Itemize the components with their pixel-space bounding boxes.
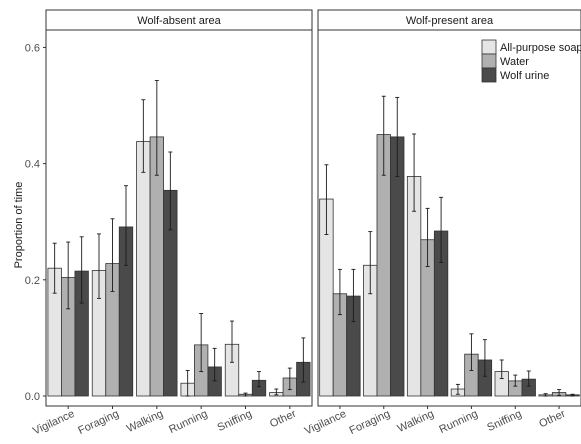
y-axis: 0.0 0.2 0.4 0.6 bbox=[25, 42, 46, 403]
x-tick-label-sniffing: Sniffing bbox=[485, 408, 523, 434]
panel-title-2: Wolf-present area bbox=[406, 15, 494, 27]
legend-swatch-wolf-urine bbox=[481, 67, 497, 83]
legend-swatch-water bbox=[481, 53, 497, 69]
x-tick-label-foraging: Foraging bbox=[76, 408, 120, 437]
panel-1: Vigilance Foraging Walking Running Sniffing O… bbox=[31, 29, 313, 438]
x-tick-label-running: Running bbox=[167, 408, 209, 436]
x-tick-label-other: Other bbox=[537, 408, 567, 431]
x-tick-label-other: Other bbox=[268, 408, 298, 431]
panel-title-1: Wolf-absent area bbox=[137, 15, 221, 27]
plot-panels: Vigilance Foraging Walking Running Sniffing O… bbox=[31, 29, 581, 438]
y-tick-label: 0.2 bbox=[25, 275, 40, 287]
legend: All-purpose soap Water Wolf urine bbox=[481, 39, 581, 83]
y-tick-label: 0.6 bbox=[25, 42, 40, 54]
y-tick-label: 0.0 bbox=[25, 391, 40, 403]
legend-label-all-purpose-soap: All-purpose soap bbox=[500, 42, 581, 54]
y-axis-title: Proportion of time bbox=[13, 182, 25, 269]
x-tick-label-foraging: Foraging bbox=[348, 408, 392, 437]
x-tick-label-running: Running bbox=[437, 408, 479, 436]
x-tick-label-sniffing: Sniffing bbox=[216, 408, 254, 434]
bar-walking-water bbox=[149, 136, 164, 397]
x-tick-label-walking: Walking bbox=[396, 408, 436, 435]
panel-strips: Wolf-absent area Wolf-present area bbox=[45, 9, 581, 31]
legend-label-water: Water bbox=[500, 56, 529, 68]
panel-2: Vigilance Foraging Walking Running Sniffing O… bbox=[303, 29, 581, 438]
legend-label-wolf-urine: Wolf urine bbox=[500, 70, 549, 82]
x-tick-label-vigilance: Vigilance bbox=[31, 408, 76, 438]
x-tick-label-vigilance: Vigilance bbox=[303, 408, 348, 438]
bar-walking-all-purpose-soap bbox=[136, 141, 151, 397]
panel-border bbox=[317, 29, 581, 407]
x-tick-label-walking: Walking bbox=[125, 408, 165, 435]
panel-border bbox=[45, 29, 313, 407]
y-tick-label: 0.4 bbox=[25, 159, 40, 171]
legend-swatch-all-purpose-soap bbox=[481, 39, 497, 55]
